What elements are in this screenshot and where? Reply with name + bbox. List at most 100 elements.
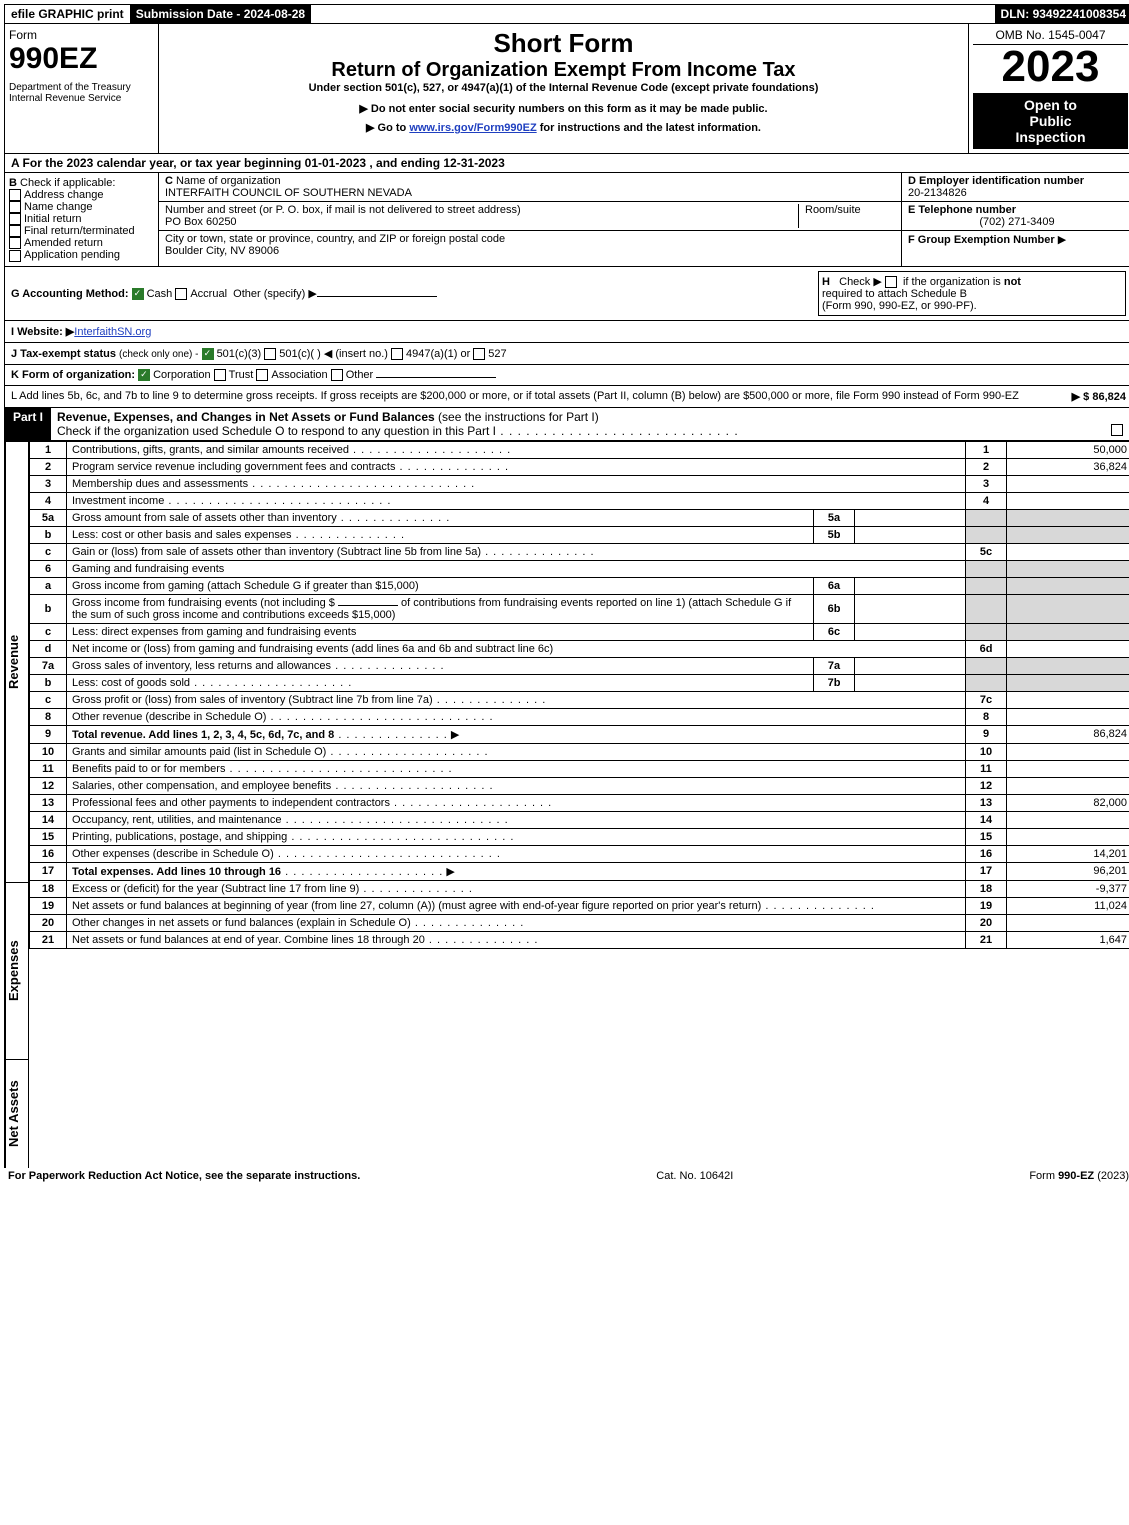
k-other-blank[interactable] [376, 377, 496, 378]
chk-application-pending[interactable] [9, 250, 21, 262]
line-1: 1 Contributions, gifts, grants, and simi… [30, 441, 1129, 458]
l8-val [1007, 708, 1129, 725]
chk-corporation[interactable] [138, 369, 150, 381]
chk-501c[interactable] [264, 348, 276, 360]
l7c-box: 7c [966, 691, 1007, 708]
chk-name-change[interactable] [9, 201, 21, 213]
l20-text: Other changes in net assets or fund bala… [72, 917, 524, 929]
side-netassets: Net Assets [5, 1059, 29, 1168]
g-other-blank[interactable] [317, 296, 437, 297]
l5a-graybox [966, 509, 1007, 526]
chk-address-change[interactable] [9, 189, 21, 201]
l10-val [1007, 743, 1129, 760]
l5b-num: b [30, 526, 67, 543]
g-accounting: G Accounting Method: Cash Accrual Other … [11, 287, 818, 300]
l6a-text: Gross income from gaming (attach Schedul… [67, 577, 814, 594]
l21-num: 21 [30, 931, 67, 948]
col-c-orginfo: C Name of organization INTERFAITH COUNCI… [159, 173, 901, 266]
ein-cell: D Employer identification number 20-2134… [902, 173, 1129, 202]
l6c-graybox [966, 623, 1007, 640]
chk-final-return[interactable] [9, 225, 21, 237]
l9-box: 9 [966, 725, 1007, 743]
org-city-cell: City or town, state or province, country… [159, 231, 901, 259]
col-def: D Employer identification number 20-2134… [901, 173, 1129, 266]
chk-4947[interactable] [391, 348, 403, 360]
dln-value: 93492241008354 [1033, 7, 1126, 21]
chk-h[interactable] [885, 276, 897, 288]
l20-num: 20 [30, 914, 67, 931]
l9-dots [334, 729, 448, 741]
l13-text: Professional fees and other payments to … [72, 797, 552, 809]
footer-mid: Cat. No. 10642I [656, 1170, 733, 1182]
l7c-text: Gross profit or (loss) from sales of inv… [72, 694, 546, 706]
j-opt3: 4947(a)(1) or [406, 348, 470, 360]
row-l-gross: L Add lines 5b, 6c, and 7b to line 9 to … [4, 386, 1129, 408]
header-left: Form 990EZ Department of the Treasury In… [5, 24, 159, 153]
l6b-blank[interactable] [338, 605, 398, 606]
l3-num: 3 [30, 475, 67, 492]
l6c-ibval [855, 623, 966, 640]
row-i-website: I Website: ▶InterfaithSN.org [4, 321, 1129, 343]
l6b-ibval [855, 594, 966, 623]
l20-val [1007, 914, 1129, 931]
k-opt-2: Association [271, 369, 327, 381]
f-label: F Group Exemption Number [908, 234, 1055, 246]
b-opt-4: Amended return [24, 237, 103, 249]
phone-value: (702) 271-3409 [908, 216, 1126, 228]
l7c-val [1007, 691, 1129, 708]
l7b-ibval [855, 674, 966, 691]
chk-accrual[interactable] [175, 288, 187, 300]
l6c-grayval [1007, 623, 1129, 640]
line-6b: b Gross income from fundraising events (… [30, 594, 1129, 623]
part1-desc: Revenue, Expenses, and Changes in Net As… [51, 408, 1129, 440]
open-line3: Inspection [977, 129, 1124, 145]
chk-initial-return[interactable] [9, 213, 21, 225]
k-opt-0: Corporation [153, 369, 210, 381]
l5c-text: Gain or (loss) from sale of assets other… [72, 546, 595, 558]
line-15: 15 Printing, publications, postage, and … [30, 828, 1129, 845]
chk-trust[interactable] [214, 369, 226, 381]
l5c-val [1007, 543, 1129, 560]
part1-title-note: (see the instructions for Part I) [438, 410, 599, 424]
l13-num: 13 [30, 794, 67, 811]
l10-num: 10 [30, 743, 67, 760]
l6-graybox [966, 560, 1007, 577]
l5a-ibval [855, 509, 966, 526]
line-14: 14 Occupancy, rent, utilities, and maint… [30, 811, 1129, 828]
l6d-num: d [30, 640, 67, 657]
l4-val [1007, 492, 1129, 509]
l1-num: 1 [30, 441, 67, 458]
c-city-label: City or town, state or province, country… [165, 233, 505, 245]
side-revenue: Revenue [5, 441, 29, 882]
l7a-ib: 7a [814, 657, 855, 674]
irs-link[interactable]: www.irs.gov/Form990EZ [409, 122, 536, 134]
l6-grayval [1007, 560, 1129, 577]
l17-box: 17 [966, 862, 1007, 880]
tax-year: 2023 [973, 45, 1128, 89]
chk-schedule-o[interactable] [1111, 424, 1123, 436]
room-suite-label: Room/suite [798, 204, 895, 228]
chk-cash[interactable] [132, 288, 144, 300]
l11-num: 11 [30, 760, 67, 777]
l10-text: Grants and similar amounts paid (list in… [72, 746, 489, 758]
line-7a: 7a Gross sales of inventory, less return… [30, 657, 1129, 674]
h-text4: (Form 990, 990-EZ, or 990-PF). [822, 300, 977, 312]
l3-text: Membership dues and assessments [72, 478, 475, 490]
chk-other-org[interactable] [331, 369, 343, 381]
chk-association[interactable] [256, 369, 268, 381]
chk-amended-return[interactable] [9, 237, 21, 249]
g-label: G Accounting Method: [11, 288, 129, 300]
e-label: E Telephone number [908, 204, 1016, 216]
l14-text: Occupancy, rent, utilities, and maintena… [72, 814, 509, 826]
h-box: H Check ▶ if the organization is not req… [818, 271, 1126, 316]
line-21: 21 Net assets or fund balances at end of… [30, 931, 1129, 948]
chk-527[interactable] [473, 348, 485, 360]
chk-501c3[interactable] [202, 348, 214, 360]
k-opt-1: Trust [229, 369, 254, 381]
website-link[interactable]: InterfaithSN.org [74, 326, 151, 338]
open-line1: Open to [977, 97, 1124, 113]
g-accrual: Accrual [190, 288, 227, 300]
l5a-grayval [1007, 509, 1129, 526]
b-opt-5: Application pending [24, 249, 120, 261]
l7a-grayval [1007, 657, 1129, 674]
